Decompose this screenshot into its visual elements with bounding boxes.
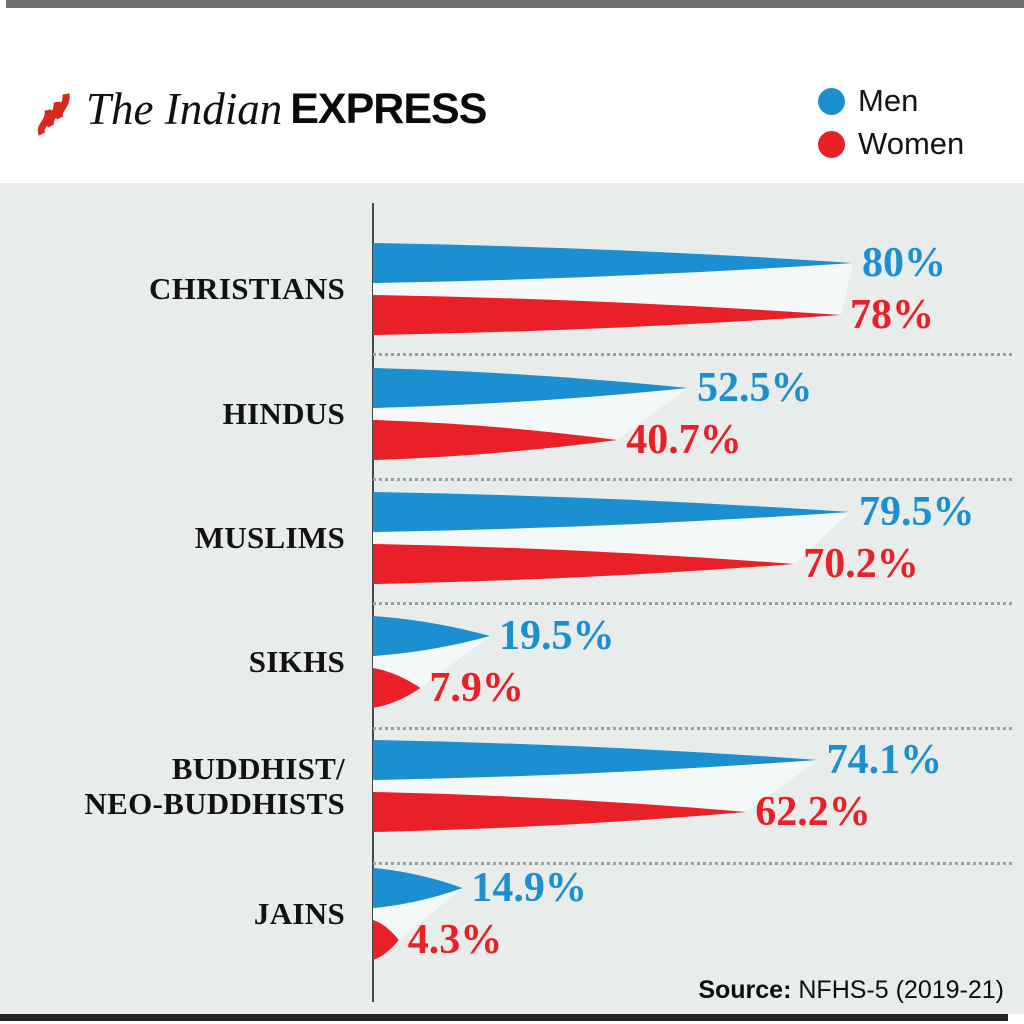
legend-dot-men (818, 87, 845, 115)
indian-express-flame-icon (37, 93, 70, 136)
bar-gap-highlight (373, 388, 688, 440)
legend-label: Women (858, 126, 965, 162)
category-label: MUSLIMS (20, 492, 345, 584)
women-value-label: 78% (850, 292, 934, 338)
top-bar (6, 0, 1024, 8)
men-bar (373, 492, 850, 532)
bar-pair-svg (373, 243, 853, 335)
category-label: JAINS (20, 868, 345, 960)
women-bar (373, 792, 747, 832)
women-bar (373, 420, 618, 460)
women-value-label: 4.3% (407, 917, 503, 963)
source-note: Source: NFHS-5 (2019-21) (698, 976, 1004, 1005)
bar-gap-highlight (373, 512, 850, 564)
row-separator (373, 602, 1012, 605)
category-label-line: CHRISTIANS (149, 271, 345, 307)
men-bar (373, 616, 490, 656)
category-label: HINDUS (20, 368, 345, 460)
masthead-title-serif: The Indian (86, 84, 283, 134)
women-value-label: 62.2% (755, 789, 871, 835)
category-label: BUDDHIST/NEO-BUDDHISTS (20, 740, 345, 832)
men-bar (373, 368, 688, 408)
bar-gap-highlight (373, 636, 490, 688)
category-label-line: SIKHS (248, 644, 345, 680)
bar-gap-highlight (373, 888, 463, 940)
category-label: CHRISTIANS (20, 243, 345, 335)
legend-label: Men (858, 83, 919, 118)
bar-pair-svg (373, 368, 688, 460)
women-bar (373, 295, 841, 335)
source-text: NFHS-5 (2019-21) (791, 976, 1004, 1004)
bar-pair-svg (373, 616, 490, 708)
row-separator (373, 862, 1012, 865)
men-bar (373, 868, 463, 908)
legend-dot-women (818, 130, 845, 158)
bar-pair-svg (373, 492, 850, 584)
women-bar (373, 668, 421, 708)
source-label: Source: (698, 976, 792, 1004)
row-separator (373, 353, 1012, 356)
category-label-line: BUDDHIST/ (171, 750, 345, 786)
bar-pair-svg (373, 868, 463, 960)
legend: Men Women (818, 83, 965, 162)
men-bar (373, 243, 853, 283)
men-value-label: 74.1% (826, 737, 943, 783)
masthead-logo: The Indian EXPRESS (36, 80, 487, 138)
bar-pair-svg (373, 740, 818, 832)
category-label-line: MUSLIMS (194, 520, 345, 556)
row-separator (373, 727, 1012, 730)
category-label-line: HINDUS (222, 396, 345, 432)
masthead-title-sans: EXPRESS (290, 84, 487, 133)
category-label: SIKHS (20, 616, 345, 708)
row-separator (373, 478, 1012, 481)
women-bar (373, 544, 795, 584)
men-value-label: 19.5% (499, 613, 615, 659)
bar-gap-highlight (373, 263, 853, 315)
legend-item-men: Men (818, 83, 964, 118)
women-value-label: 7.9% (429, 665, 524, 711)
men-value-label: 52.5% (697, 365, 813, 411)
women-value-label: 70.2% (803, 541, 919, 587)
men-value-label: 80% (862, 240, 946, 286)
category-label-line: JAINS (253, 896, 345, 932)
legend-item-women: Women (818, 126, 965, 162)
men-value-label: 14.9% (471, 865, 587, 911)
women-bar (373, 920, 399, 960)
women-value-label: 40.7% (626, 417, 742, 463)
category-label-line: NEO-BUDDHISTS (84, 786, 345, 821)
bottom-bar (0, 1014, 1008, 1021)
men-bar (373, 740, 818, 780)
bar-gap-highlight (373, 760, 818, 812)
men-value-label: 79.5% (859, 489, 975, 535)
